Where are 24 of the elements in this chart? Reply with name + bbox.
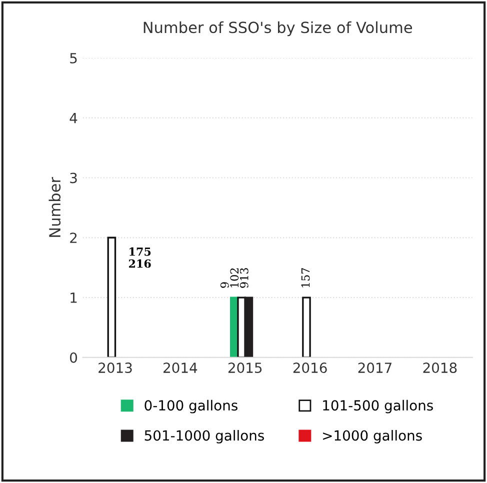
legend-label: 101-500 gallons [323,400,433,414]
y-tick-label: 0 [70,352,78,363]
x-tick-label: 2018 [423,362,457,374]
legend-label: 0-100 gallons [144,400,238,414]
legend-label: 501-1000 gallons [144,430,264,444]
annotation: 913 [240,268,248,288]
chart-title: Number of SSO's by Size of Volume [144,21,412,36]
x-tick-label: 2014 [164,362,198,374]
annotation: 102 [230,268,239,288]
y-axis-title: Number [48,177,61,237]
y-tick-label: 1 [70,292,77,303]
y-tick-label: 2 [70,232,77,243]
annotation: 216 [128,259,151,268]
x-tick-label: 2017 [358,362,392,374]
y-tick-label: 5 [70,53,77,64]
y-tick-label: 4 [70,113,78,124]
annotation: 157 [301,268,310,288]
annotation: 175 [130,247,151,256]
x-tick-label: 2016 [293,362,327,374]
annotation: 9 [220,282,229,288]
x-tick-label: 2015 [228,362,262,374]
x-tick-label: 2013 [98,362,132,374]
legend-label: >1000 gallons [323,430,422,444]
y-tick-label: 3 [70,172,77,184]
